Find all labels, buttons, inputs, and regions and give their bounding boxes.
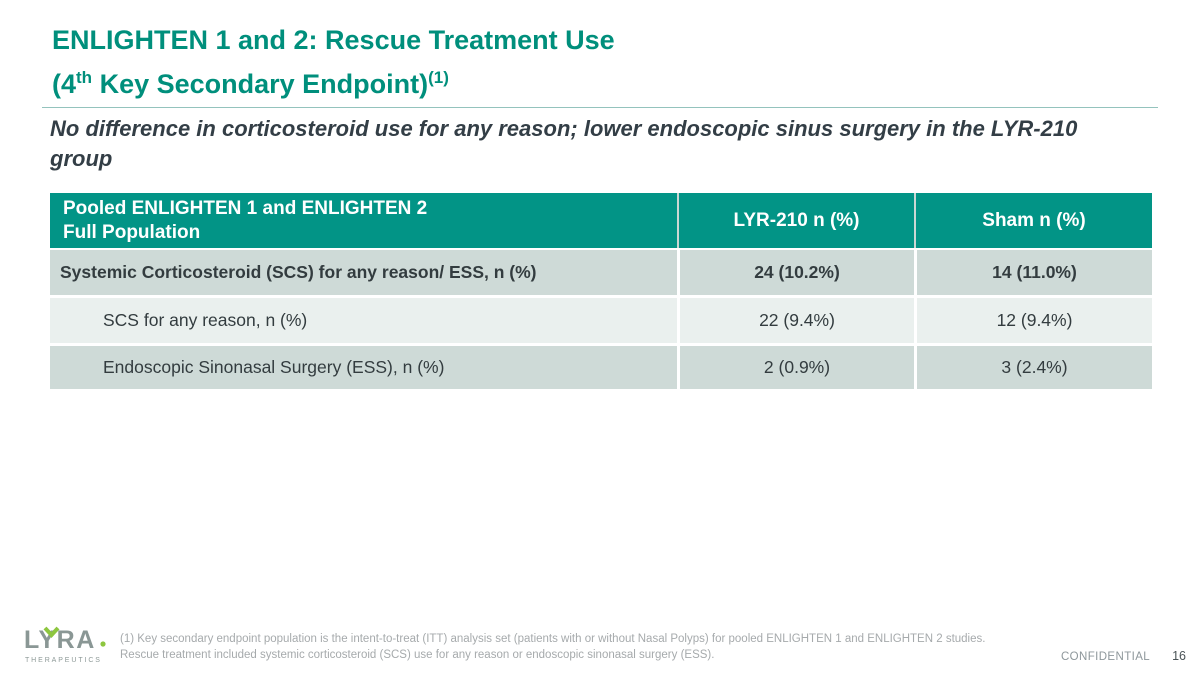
- row-sham-value: 14 (11.0%): [914, 250, 1152, 295]
- table-header-population-line2: Full Population: [63, 221, 201, 243]
- footer-right: CONFIDENTIAL 16: [1061, 649, 1186, 663]
- row-sham-value: 12 (9.4%): [914, 298, 1152, 343]
- table-header-population-line1: Pooled ENLIGHTEN 1 and ENLIGHTEN 2: [63, 197, 428, 219]
- slide-title-line2-prefix: (4: [52, 69, 77, 99]
- row-sham-value: 3 (2.4%): [914, 346, 1152, 389]
- slide-title-superscript-th: th: [76, 68, 93, 87]
- page-number: 16: [1172, 649, 1186, 663]
- results-table: Pooled ENLIGHTEN 1 and ENLIGHTEN 2 Full …: [50, 193, 1152, 389]
- table-header-sham: Sham n (%): [914, 193, 1152, 248]
- logo-wordmark: LYRA: [24, 626, 96, 654]
- table-header-population: Pooled ENLIGHTEN 1 and ENLIGHTEN 2 Full …: [50, 193, 677, 248]
- table-row: SCS for any reason, n (%) 22 (9.4%) 12 (…: [50, 298, 1152, 343]
- row-label: Systemic Corticosteroid (SCS) for any re…: [60, 262, 537, 282]
- slide-title-line1: ENLIGHTEN 1 and 2: Rescue Treatment Use: [52, 25, 615, 55]
- footnote: (1) Key secondary endpoint population is…: [120, 632, 985, 663]
- row-lyr210-value: 22 (9.4%): [677, 298, 914, 343]
- table-row: Endoscopic Sinonasal Surgery (ESS), n (%…: [50, 346, 1152, 389]
- logo-green-dot-icon: [100, 641, 106, 647]
- slide-title-footnote-ref: (1): [428, 68, 449, 87]
- table-header-row: Pooled ENLIGHTEN 1 and ENLIGHTEN 2 Full …: [50, 193, 1152, 248]
- row-label: SCS for any reason, n (%): [103, 310, 308, 330]
- slide-subtitle: No difference in corticosteroid use for …: [50, 116, 1078, 171]
- slide-title: ENLIGHTEN 1 and 2: Rescue Treatment Use …: [52, 22, 615, 103]
- table-row: Systemic Corticosteroid (SCS) for any re…: [50, 250, 1152, 295]
- table-header-lyr210: LYR-210 n (%): [677, 193, 914, 248]
- logo-green-chevron-icon: [43, 626, 60, 638]
- lyra-logo-graphic: LYRA THERAPEUTICS: [24, 626, 106, 664]
- title-divider-rule: [42, 107, 1158, 108]
- logo-subtext: THERAPEUTICS: [25, 657, 102, 664]
- row-lyr210-value: 24 (10.2%): [677, 250, 914, 295]
- slide-title-line2-main: Key Secondary Endpoint): [92, 69, 429, 99]
- footnote-line2: Rescue treatment included systemic corti…: [120, 648, 715, 661]
- lyra-therapeutics-logo: LYRA THERAPEUTICS: [24, 624, 118, 671]
- row-label: Endoscopic Sinonasal Surgery (ESS), n (%…: [103, 357, 445, 377]
- row-lyr210-value: 2 (0.9%): [677, 346, 914, 389]
- confidential-label: CONFIDENTIAL: [1060, 651, 1151, 663]
- footnote-line1: (1) Key secondary endpoint population is…: [120, 633, 986, 645]
